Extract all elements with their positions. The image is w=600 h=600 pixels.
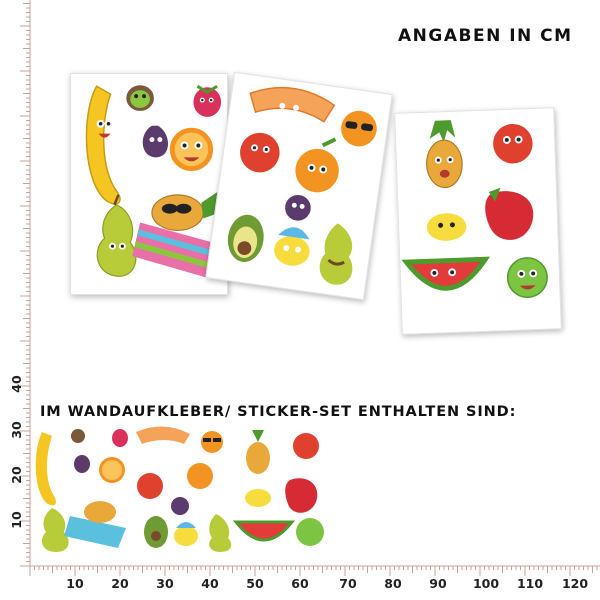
strip-apple	[137, 473, 163, 499]
strip-lemon	[245, 489, 271, 507]
strip-watermelon	[232, 520, 296, 542]
sticker-sheet-3	[394, 107, 562, 335]
strip-avocado	[144, 516, 168, 548]
ruler-y-label: 40	[9, 375, 24, 393]
horizontal-ruler	[0, 558, 600, 600]
beach-towel-sticker	[132, 222, 220, 278]
strip-orange	[187, 463, 213, 489]
apple-sticker	[240, 132, 280, 173]
sticker-sheet-2	[205, 71, 393, 301]
melon-slice-sticker	[249, 86, 336, 123]
vertical-ruler-ticks	[20, 0, 31, 567]
ruler-x-label: 90	[429, 576, 447, 591]
sticker-set-preview	[30, 424, 342, 552]
vertical-ruler	[0, 0, 34, 600]
fig-sticker	[142, 125, 169, 158]
ruler-x-label: 70	[339, 576, 357, 591]
sticker-set-illustration	[35, 426, 324, 552]
strip-pear	[41, 508, 69, 552]
strip-strawberry	[285, 478, 318, 513]
ruler-y-label: 30	[9, 421, 24, 439]
horizontal-ruler-ticks	[29, 565, 600, 576]
ruler-x-label: 110	[516, 576, 544, 591]
raspberry-sticker	[193, 84, 222, 117]
strip-lemon-hat	[174, 522, 198, 546]
plum-sticker	[285, 194, 311, 221]
sticker-sheet-1	[70, 73, 228, 295]
ruler-x-label: 50	[246, 576, 264, 591]
strip-pineapple	[246, 430, 270, 474]
kiwi-sticker	[126, 85, 154, 111]
ruler-y-label: 10	[9, 511, 24, 529]
ruler-x-label: 60	[291, 576, 309, 591]
ruler-y-label: 20	[9, 466, 24, 484]
set-contents-heading: IM WANDAUFKLEBER/ STICKER-SET ENTHALTEN …	[40, 404, 517, 420]
strip-fig	[74, 455, 90, 473]
pear-mustache-sticker	[319, 223, 353, 285]
strip-orange-slice	[99, 457, 125, 483]
ruler-x-label: 30	[156, 576, 174, 591]
strip-melon	[136, 426, 190, 444]
strip-kiwi	[71, 429, 85, 443]
sheet-3-illustration	[401, 120, 548, 299]
ruler-x-label: 20	[111, 576, 129, 591]
ruler-x-label: 120	[561, 576, 589, 591]
orange-sticker	[295, 137, 339, 193]
pineapple-standing-sticker	[426, 120, 463, 189]
strip-pear-mustache	[209, 514, 232, 552]
lime-sticker	[506, 257, 548, 299]
ruler-x-label: 80	[384, 576, 402, 591]
strip-apple-2	[293, 433, 319, 459]
lemon-sticker	[426, 213, 467, 241]
banana-sticker	[85, 85, 121, 205]
strip-towel	[64, 516, 126, 548]
orange-sunglasses-sticker	[341, 110, 377, 147]
pear-sticker	[96, 194, 137, 277]
strip-plum	[171, 497, 189, 515]
strip-pineapple-lying	[84, 501, 116, 523]
strip-lime	[296, 518, 324, 546]
strip-orange-sunglasses	[201, 431, 223, 453]
strawberry-sticker	[485, 187, 534, 240]
sheet-2-illustration	[227, 86, 377, 285]
ruler-x-label: 40	[201, 576, 219, 591]
pineapple-sticker	[151, 190, 226, 231]
orange-slice-sticker	[169, 127, 214, 172]
strip-banana	[35, 432, 56, 506]
lemon-hat-sticker	[274, 227, 310, 266]
avocado-sticker	[227, 214, 264, 262]
ruler-x-label: 10	[66, 576, 84, 591]
apple-jumping-sticker	[493, 123, 533, 164]
watermelon-sticker	[401, 256, 490, 291]
strip-raspberry	[112, 429, 128, 447]
sheet-1-illustration	[85, 84, 226, 278]
dimensions-heading: ANGABEN IN CM	[398, 26, 573, 46]
ruler-x-label: 100	[472, 576, 500, 591]
